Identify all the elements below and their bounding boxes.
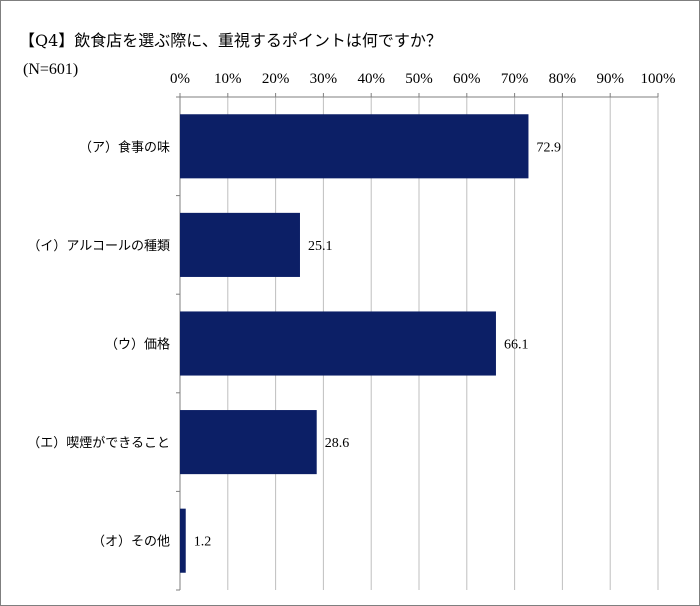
data-label: 1.2 xyxy=(194,535,212,550)
x-tick-label: 0% xyxy=(170,71,190,87)
bar xyxy=(180,212,300,277)
bar xyxy=(180,410,317,475)
category-label: （エ）喫煙ができること xyxy=(27,436,170,451)
x-tick-label: 70% xyxy=(501,71,529,87)
x-tick-label: 100% xyxy=(641,71,676,87)
x-tick-label: 20% xyxy=(262,71,290,87)
data-label: 66.1 xyxy=(504,338,529,353)
bar xyxy=(180,114,529,179)
x-tick-label: 10% xyxy=(214,71,242,87)
data-label: 72.9 xyxy=(536,140,561,155)
bar xyxy=(180,508,186,573)
sample-size-label: (N=601) xyxy=(23,61,79,78)
x-tick-label: 60% xyxy=(453,71,481,87)
x-tick-label: 50% xyxy=(405,71,433,87)
x-tick-label: 30% xyxy=(310,71,338,87)
x-tick-label: 80% xyxy=(549,71,577,87)
bar xyxy=(180,311,496,376)
category-label: （イ）アルコールの種類 xyxy=(27,238,170,254)
category-label: （ウ）価格 xyxy=(105,337,170,353)
chart-title: 【Q4】飲食店を選ぶ際に、重視するポイントは何ですか？ xyxy=(19,31,442,50)
data-label: 28.6 xyxy=(325,436,350,451)
category-label: （ア）食事の味 xyxy=(79,139,170,155)
data-label: 25.1 xyxy=(308,239,333,254)
category-label: （オ）その他 xyxy=(92,535,170,550)
x-tick-label: 90% xyxy=(596,71,624,87)
x-tick-label: 40% xyxy=(357,71,385,87)
